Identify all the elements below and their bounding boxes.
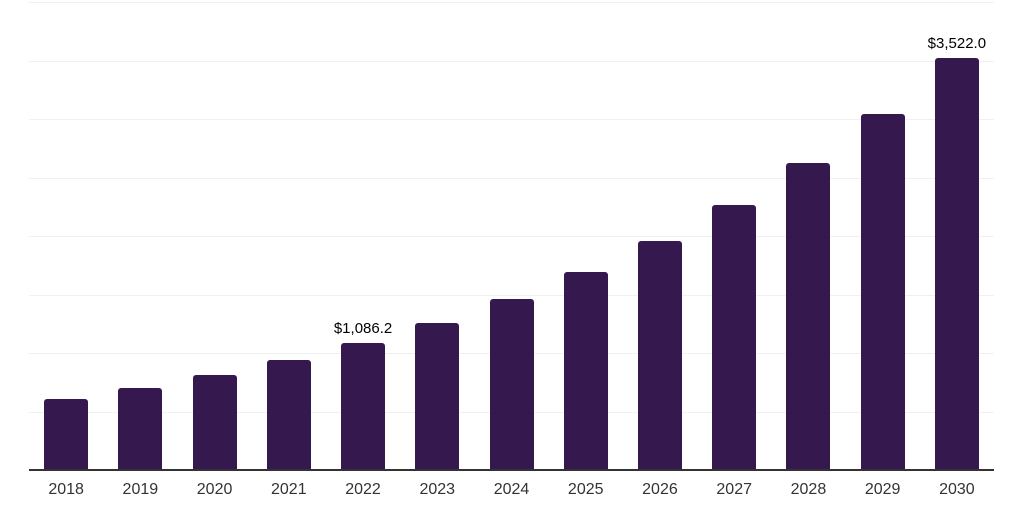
gridline: [29, 2, 994, 3]
bar[interactable]: [934, 57, 979, 470]
bar[interactable]: [786, 162, 831, 470]
x-tick-label: 2025: [567, 481, 604, 498]
bar[interactable]: [563, 272, 608, 470]
x-tick-label: 2020: [196, 481, 233, 498]
x-tick-label: 2022: [345, 481, 381, 498]
x-tick-label: 2023: [419, 481, 456, 498]
x-tick-label: 2024: [493, 481, 530, 498]
bar[interactable]: [44, 399, 89, 470]
plot-area: $1,086.2 $3,522.0: [29, 2, 994, 471]
bar[interactable]: [637, 241, 682, 470]
x-tick-label: 2030: [939, 481, 975, 498]
gridline: [29, 119, 994, 120]
bar[interactable]: [118, 388, 163, 470]
x-tick-label: 2028: [790, 481, 827, 498]
x-axis-line: [29, 469, 994, 471]
bar-value-label: $3,522.0: [927, 34, 987, 52]
bar[interactable]: [415, 322, 460, 470]
x-tick-label: 2021: [271, 481, 307, 498]
x-tick-label: 2018: [48, 481, 84, 498]
bar[interactable]: [341, 342, 386, 470]
x-tick-label: 2019: [122, 481, 159, 498]
x-tick-label: 2026: [642, 481, 678, 498]
bar[interactable]: [860, 114, 905, 470]
gridline: [29, 177, 994, 179]
bar[interactable]: [712, 204, 757, 470]
bar[interactable]: [266, 360, 311, 470]
x-tick-label: 2029: [864, 481, 901, 498]
bar-value-label: $1,086.2: [333, 319, 393, 337]
gridline: [29, 294, 994, 296]
gridline: [29, 236, 994, 237]
x-tick-label: 2027: [716, 481, 752, 498]
gridline: [29, 60, 994, 62]
bar[interactable]: [192, 375, 237, 470]
bar[interactable]: [489, 299, 534, 470]
